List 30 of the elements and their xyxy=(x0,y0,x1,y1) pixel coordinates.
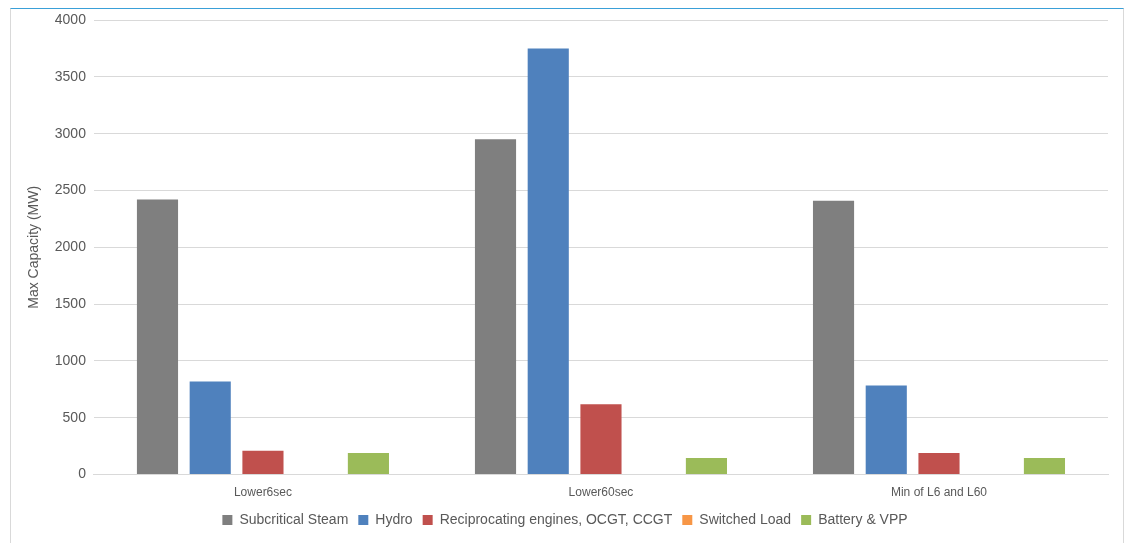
bar xyxy=(812,200,855,475)
legend-label: Switched Load xyxy=(699,510,792,527)
y-tick-label: 0 xyxy=(78,465,87,482)
bar xyxy=(189,381,231,475)
x-tick-label: Min of L6 and L60 xyxy=(890,485,988,500)
y-tick-label: 4000 xyxy=(54,10,87,27)
y-tick-label: 1000 xyxy=(54,351,87,368)
y-tick-label: 2500 xyxy=(54,181,87,198)
bar xyxy=(474,139,517,475)
bar xyxy=(136,199,179,475)
y-tick-label: 500 xyxy=(62,408,87,425)
legend-label: Subcritical Steam xyxy=(239,510,349,527)
y-tick-label: 1500 xyxy=(54,294,87,311)
bar xyxy=(527,48,569,475)
x-tick-label: Lower60sec xyxy=(568,485,634,500)
y-tick-label: 3000 xyxy=(54,124,87,141)
x-tick-label: Lower6sec xyxy=(233,485,292,500)
bar xyxy=(865,385,907,475)
y-tick-label: 3500 xyxy=(54,67,87,84)
bar xyxy=(242,450,284,475)
legend-label: Hydro xyxy=(375,510,413,527)
bar xyxy=(685,458,727,475)
bar xyxy=(1023,458,1066,475)
bar xyxy=(918,453,960,475)
bar xyxy=(347,453,389,475)
legend-label: Reciprocating engines, OCGT, CCGT xyxy=(439,510,673,527)
y-tick-label: 2000 xyxy=(54,238,87,255)
bar xyxy=(580,404,622,475)
legend-label: Battery & VPP xyxy=(818,510,908,527)
y-axis-title: Max Capacity (MW) xyxy=(25,185,42,309)
